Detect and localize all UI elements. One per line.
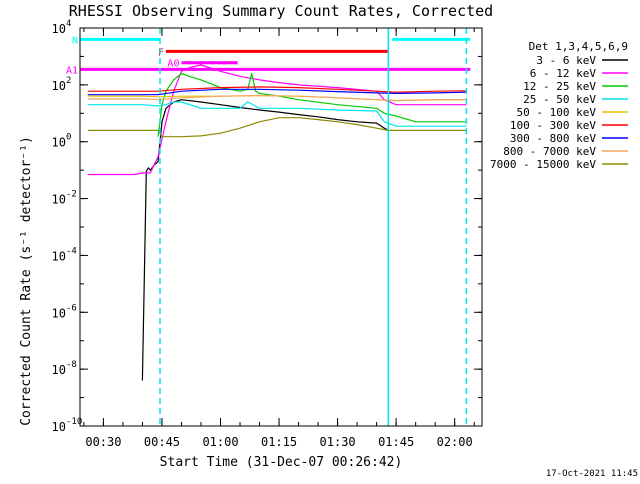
y-tick-exponent: -4 <box>66 246 77 256</box>
attenuator-dot-4 <box>234 61 238 65</box>
x-tick-label: 01:15 <box>261 435 297 449</box>
series-line-3 <box>87 101 467 127</box>
x-tick-label: 01:00 <box>202 435 238 449</box>
flag-layer: N FA0 A1 <box>66 35 471 76</box>
y-tick-exponent: -10 <box>66 417 82 427</box>
y-tick-label: 10 <box>52 136 66 150</box>
x-tick-label: 01:45 <box>378 435 414 449</box>
legend-label-0: 3 - 6 keV <box>536 54 596 67</box>
series-line-2 <box>157 72 467 137</box>
y-tick-label: 10 <box>52 363 66 377</box>
footer-date: 17-Oct-2021 11:45 <box>546 469 638 479</box>
plot-frame <box>79 27 483 427</box>
series-line-1 <box>87 64 467 176</box>
x-axis-label: Start Time (31-Dec-07 00:26:42) <box>160 455 403 470</box>
y-tick-exponent: -2 <box>66 190 77 200</box>
attenuator-dot-1 <box>199 61 203 65</box>
series-line-5 <box>87 86 467 93</box>
tick-layer <box>80 27 482 427</box>
y-tick-exponent: 4 <box>66 19 71 29</box>
legend-label-8: 7000 - 15000 keV <box>490 158 596 171</box>
y-tick-label: 10 <box>52 420 66 434</box>
x-tick-label: 00:30 <box>85 435 121 449</box>
night-marker-layer <box>159 28 468 426</box>
legend-label-4: 50 - 100 keV <box>517 106 597 119</box>
y-tick-label: 10 <box>52 22 66 36</box>
series-line-6 <box>87 88 467 96</box>
attenuator-dot-0 <box>187 61 191 65</box>
flag-label: A1 <box>66 65 78 76</box>
attenuator-dot-3 <box>222 61 226 65</box>
series-layer <box>87 64 467 381</box>
y-axis-label-text: Corrected Count Rate (s⁻¹ detector⁻¹) <box>19 136 34 426</box>
y-tick-label: 10 <box>52 306 66 320</box>
y-tick-label: 10 <box>52 249 66 263</box>
y-tick-exponent: 2 <box>66 76 71 86</box>
y-tick-exponent: 0 <box>66 133 71 143</box>
x-tick-label: 01:30 <box>320 435 356 449</box>
x-tick-label: 00:45 <box>144 435 180 449</box>
y-tick-label: 10 <box>52 193 66 207</box>
legend-label-5: 100 - 300 keV <box>510 119 596 132</box>
attenuator-dot-2 <box>211 61 215 65</box>
legend-label-2: 12 - 25 keV <box>523 80 596 93</box>
chart-title: RHESSI Observing Summary Count Rates, Co… <box>69 2 493 20</box>
legend-label-7: 800 - 7000 keV <box>503 145 596 158</box>
legend-label-1: 6 - 12 keV <box>530 67 597 80</box>
flag-label: A0 <box>167 59 179 70</box>
series-line-7 <box>87 94 467 102</box>
flag-label: F <box>158 47 164 58</box>
y-tick-exponent: -8 <box>66 360 77 370</box>
legend-label-3: 25 - 50 keV <box>523 93 596 106</box>
y-axis-label: Corrected Count Rate (s⁻¹ detector⁻¹) <box>19 136 34 426</box>
x-tick-label: 02:00 <box>437 435 473 449</box>
legend-label-6: 300 - 800 keV <box>510 132 596 145</box>
series-line-0 <box>141 99 389 381</box>
y-tick-label: 10 <box>52 79 66 93</box>
flag-label: N <box>72 35 78 46</box>
y-tick-exponent: -6 <box>66 303 77 313</box>
legend-title: Det 1,3,4,5,6,9 <box>529 40 628 53</box>
